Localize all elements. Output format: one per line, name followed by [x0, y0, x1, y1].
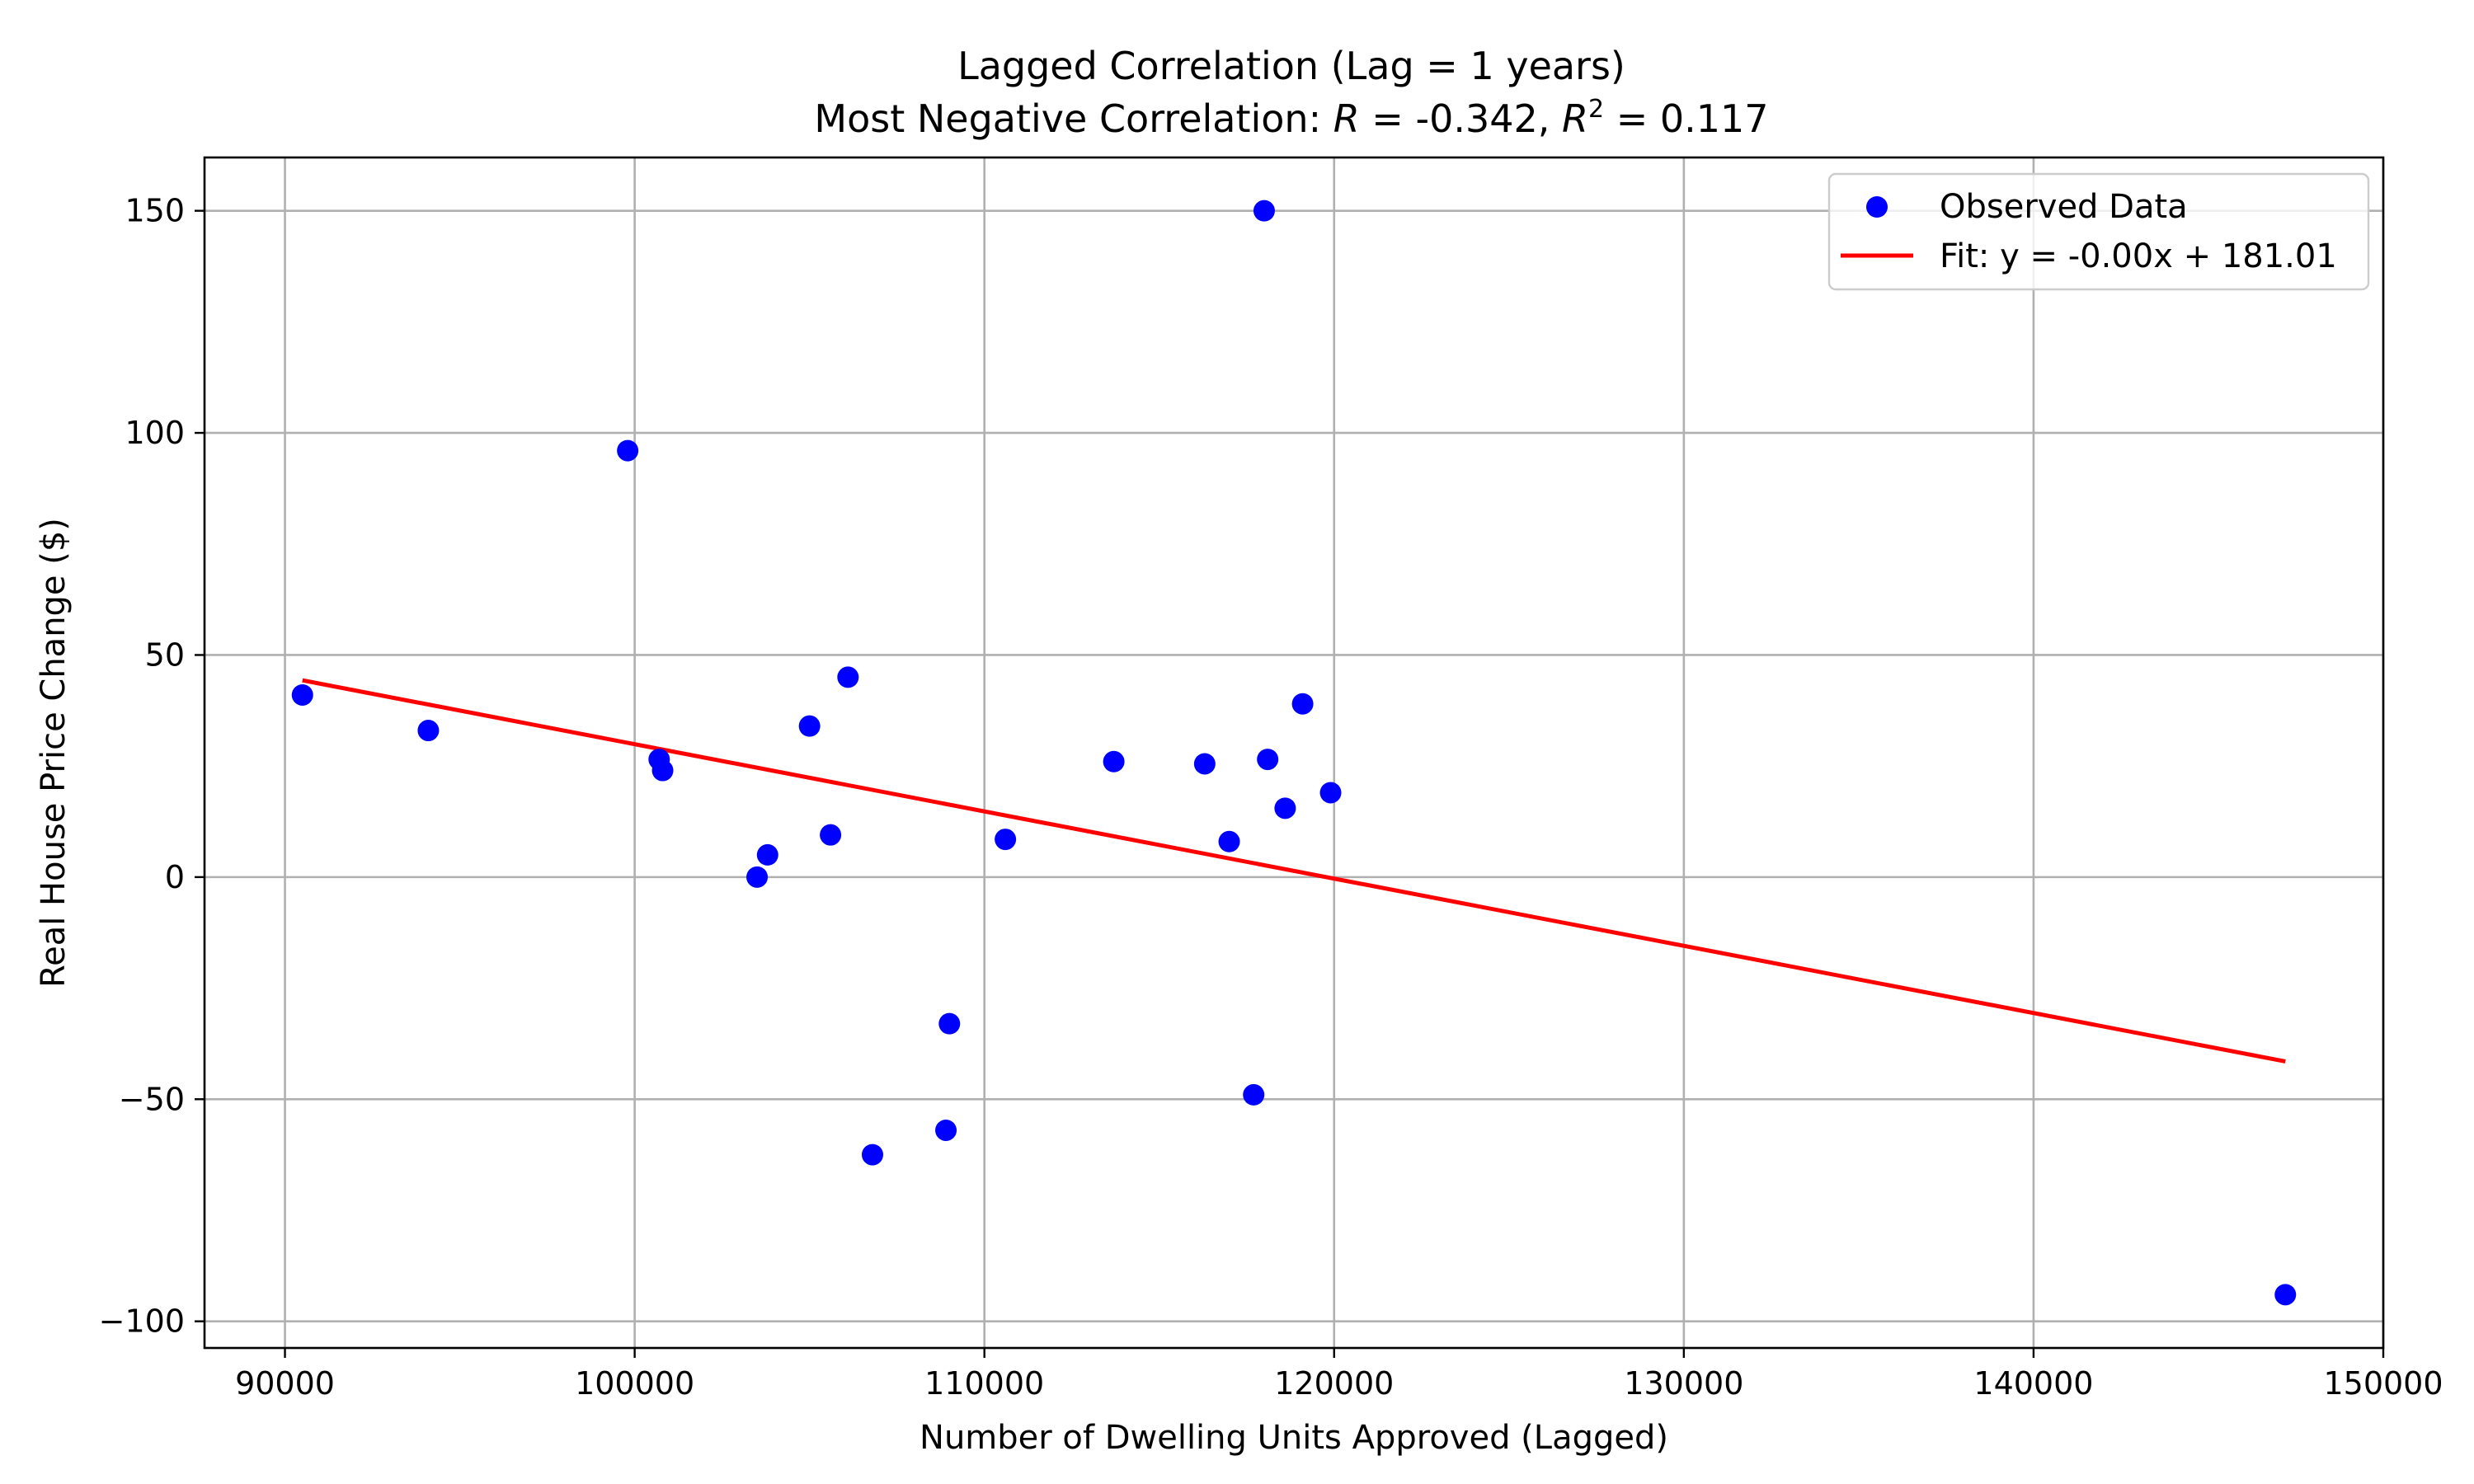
data-point — [1291, 693, 1314, 715]
data-point — [935, 1119, 957, 1141]
data-point — [2274, 1284, 2297, 1306]
data-point — [837, 666, 859, 688]
x-tick-label: 100000 — [575, 1365, 694, 1402]
data-point — [820, 824, 842, 846]
chart-title-line1: Lagged Correlation (Lag = 1 years) — [957, 44, 1625, 88]
y-axis-ticks: −100 −50 0 50 100 150 — [99, 193, 205, 1340]
fit-line — [302, 678, 2286, 1064]
title-r2-symbol: R — [1562, 96, 1588, 141]
legend-label-fit: Fit: y = -0.00x + 181.01 — [1940, 237, 2337, 275]
data-point — [1257, 749, 1279, 771]
title-r-symbol: R — [1333, 96, 1360, 141]
data-point — [1319, 782, 1342, 804]
legend: Observed Data Fit: y = -0.00x + 181.01 — [1827, 172, 2370, 291]
data-point — [617, 439, 639, 462]
data-point — [1243, 1083, 1265, 1106]
fit-line-group — [302, 678, 2286, 1064]
y-tick-label: −100 — [99, 1303, 185, 1340]
chart-title-line2: Most Negative Correlation: R = -0.342, R… — [814, 95, 1768, 141]
data-point — [1193, 753, 1216, 775]
data-point — [651, 759, 674, 782]
data-point — [1253, 200, 1275, 222]
y-tick-label: −50 — [119, 1081, 185, 1117]
data-point — [995, 829, 1017, 851]
plot-area-frame — [203, 156, 2385, 1350]
legend-marker-observed — [1866, 196, 1888, 218]
x-tick-label: 90000 — [235, 1365, 335, 1402]
title-prefix: Most Negative Correlation: — [814, 96, 1333, 141]
data-point — [938, 1012, 961, 1035]
y-tick-label: 0 — [165, 859, 185, 895]
title-r-value: = -0.342, — [1360, 96, 1562, 141]
grid — [205, 157, 2385, 1348]
x-axis-label: Number of Dwelling Units Approved (Lagge… — [920, 1419, 1668, 1457]
data-point — [417, 720, 440, 742]
data-point — [1274, 797, 1296, 819]
y-tick-label: 100 — [125, 415, 185, 451]
data-point — [1218, 830, 1240, 852]
title-r2-value: = 0.117 — [1604, 96, 1768, 141]
x-tick-label: 130000 — [1624, 1365, 1743, 1402]
legend-box — [1827, 172, 2370, 291]
x-tick-label: 120000 — [1274, 1365, 1394, 1402]
data-points — [291, 200, 2297, 1306]
x-tick-label: 110000 — [924, 1365, 1044, 1402]
x-tick-label: 140000 — [1973, 1365, 2093, 1402]
data-point — [756, 843, 778, 866]
data-point — [746, 866, 769, 888]
title-r2-superscript: 2 — [1588, 95, 1604, 124]
x-axis-ticks: 90000 100000 110000 120000 130000 140000 15000… — [235, 1348, 2443, 1402]
data-point — [861, 1144, 883, 1166]
data-point — [291, 683, 313, 706]
data-point — [798, 715, 821, 737]
y-tick-label: 50 — [145, 636, 185, 673]
y-axis-label: Real House Price Change ($) — [35, 518, 73, 988]
y-tick-label: 150 — [125, 193, 185, 229]
legend-label-observed: Observed Data — [1940, 188, 2188, 226]
data-point — [1103, 750, 1125, 773]
x-tick-label: 150000 — [2323, 1365, 2443, 1402]
